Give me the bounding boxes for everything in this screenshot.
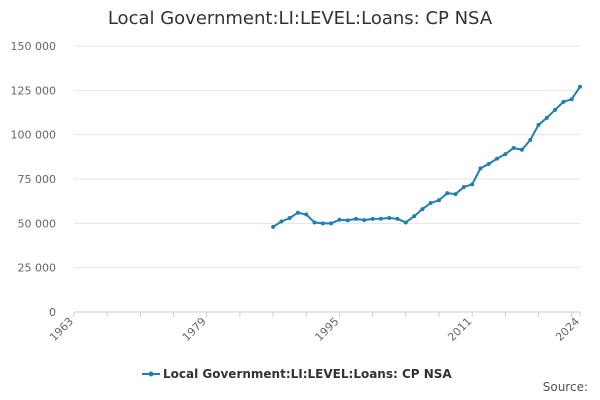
data-point[interactable]: [362, 218, 367, 223]
data-point[interactable]: [304, 212, 309, 217]
data-point[interactable]: [354, 216, 359, 221]
data-point[interactable]: [495, 156, 500, 161]
data-point[interactable]: [337, 217, 342, 222]
data-point[interactable]: [503, 152, 508, 157]
data-point[interactable]: [578, 84, 582, 89]
data-point[interactable]: [370, 216, 375, 221]
y-axis: 0 25 000 50 000 75 000 100 000 125 000 150 000: [11, 40, 57, 319]
legend[interactable]: Local Government:LI:LEVEL:Loans: CP NSA: [142, 367, 452, 381]
legend-label: Local Government:LI:LEVEL:Loans: CP NSA: [163, 367, 452, 381]
series-layer: [271, 84, 582, 229]
data-point[interactable]: [553, 107, 558, 112]
data-point[interactable]: [345, 218, 350, 223]
x-axis: 1963 1979 1995 2011 2024: [47, 311, 582, 344]
data-point[interactable]: [320, 221, 325, 226]
data-point[interactable]: [536, 122, 541, 127]
y-tick-label: 100 000: [11, 129, 57, 142]
data-point[interactable]: [403, 220, 408, 225]
chart-title: Local Government:LI:LEVEL:Loans: CP NSA: [107, 8, 493, 29]
data-point[interactable]: [395, 216, 400, 221]
data-point[interactable]: [412, 214, 417, 219]
y-tick-label: 25 000: [18, 262, 57, 275]
data-point[interactable]: [279, 219, 284, 224]
y-tick-label: 0: [49, 306, 56, 319]
data-point[interactable]: [329, 221, 334, 226]
y-tick-label: 150 000: [11, 40, 57, 53]
source-credit[interactable]: Source:: [542, 380, 588, 394]
data-point[interactable]: [428, 200, 433, 205]
data-point[interactable]: [387, 216, 392, 221]
legend-marker-swatch: [148, 371, 154, 377]
data-point[interactable]: [528, 137, 533, 142]
gridlines: [74, 45, 580, 269]
x-tick-label: 2011: [445, 315, 474, 344]
data-point[interactable]: [453, 192, 458, 197]
data-point[interactable]: [271, 224, 276, 229]
x-tick-label: 1963: [47, 315, 76, 344]
data-point[interactable]: [295, 210, 300, 215]
x-tick-label: 1979: [180, 315, 209, 344]
data-point[interactable]: [478, 166, 483, 171]
data-point[interactable]: [436, 198, 441, 203]
data-point[interactable]: [561, 99, 566, 104]
data-point[interactable]: [544, 115, 549, 120]
data-point[interactable]: [569, 97, 574, 102]
data-point[interactable]: [378, 216, 383, 221]
y-tick-label: 75 000: [18, 173, 57, 186]
y-tick-label: 125 000: [11, 84, 57, 97]
y-tick-label: 50 000: [18, 217, 57, 230]
data-point[interactable]: [511, 145, 516, 150]
data-point[interactable]: [461, 184, 466, 189]
data-point[interactable]: [420, 207, 425, 212]
data-point[interactable]: [287, 216, 292, 221]
data-point[interactable]: [312, 220, 317, 225]
data-point[interactable]: [445, 191, 450, 196]
x-tick-label: 1995: [313, 315, 342, 344]
data-point[interactable]: [519, 147, 524, 152]
data-point[interactable]: [470, 182, 475, 187]
data-point[interactable]: [486, 161, 491, 166]
series-line: [272, 86, 581, 228]
x-tick-label: 2024: [553, 315, 582, 344]
